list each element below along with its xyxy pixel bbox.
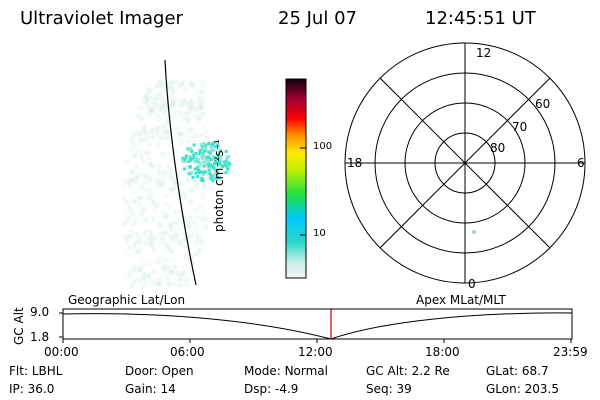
- mlt-label-18: 18: [347, 156, 363, 170]
- info-mode: Mode: Normal: [244, 364, 328, 378]
- info-flt: Flt: LBHL: [9, 364, 62, 378]
- lat-label-60: 60: [535, 97, 551, 111]
- info-ip-value: 36.0: [27, 382, 55, 396]
- aurora-image: [122, 59, 232, 288]
- info-gc-alt-value: 2.2 Re: [411, 364, 450, 378]
- info-dsp-value: -4.9: [274, 382, 299, 396]
- info-glon-value: 203.5: [524, 382, 559, 396]
- info-ip-key: IP:: [9, 382, 24, 396]
- info-glon-key: GLon:: [486, 382, 521, 396]
- info-door: Door: Open: [125, 364, 194, 378]
- info-gain-value: 14: [160, 382, 176, 396]
- x-tick-1200: 12:00: [298, 345, 333, 359]
- info-gain: Gain: 14: [125, 382, 176, 396]
- x-tick-0000: 00:00: [44, 345, 79, 359]
- colorbar-tick-label-10: 10: [313, 228, 326, 239]
- info-ip: IP: 36.0: [9, 382, 54, 396]
- info-dsp-key: Dsp:: [244, 382, 272, 396]
- info-gc-alt-key: GC Alt:: [366, 364, 408, 378]
- info-glat-key: GLat:: [486, 364, 519, 378]
- info-gc-alt: GC Alt: 2.2 Re: [366, 364, 450, 378]
- timeline-right-title: Apex MLat/MLT: [416, 293, 506, 307]
- polar-aurora-spot: [472, 230, 476, 234]
- timeline-axis-label: GC Alt: [12, 307, 26, 345]
- instrument-title: Ultraviolet Imager: [20, 8, 183, 29]
- info-dsp: Dsp: -4.9: [244, 382, 298, 396]
- colorbar-tick-label-100: 100: [313, 141, 333, 152]
- info-door-key: Door:: [125, 364, 158, 378]
- mlt-label-0: 0: [468, 277, 476, 291]
- info-glat-value: 68.7: [521, 364, 549, 378]
- info-mode-key: Mode:: [244, 364, 281, 378]
- altitude-timeline-frame: [62, 308, 573, 340]
- polar-plot: [344, 42, 586, 284]
- info-mode-value: Normal: [284, 364, 328, 378]
- info-seq-value: 39: [396, 382, 412, 396]
- date-label: 25 Jul 07: [278, 8, 357, 29]
- y-tick-1-8: 1.8: [30, 330, 50, 344]
- x-tick-2359: 23:59: [553, 345, 588, 359]
- info-seq-key: Seq:: [366, 382, 393, 396]
- mlt-label-6: 6: [577, 156, 585, 170]
- lat-label-70: 70: [512, 120, 528, 134]
- mlt-label-12: 12: [476, 46, 492, 60]
- info-glon: GLon: 203.5: [486, 382, 559, 396]
- timeline-left-title: Geographic Lat/Lon: [68, 293, 186, 307]
- x-tick-1800: 18:00: [425, 345, 460, 359]
- lat-label-80: 80: [490, 141, 506, 155]
- info-door-value: Open: [161, 364, 194, 378]
- info-glat: GLat: 68.7: [486, 364, 549, 378]
- info-flt-value: LBHL: [31, 364, 63, 378]
- earth-limb-line: [164, 59, 197, 286]
- info-seq: Seq: 39: [366, 382, 412, 396]
- time-label: 12:45:51 UT: [425, 8, 536, 29]
- info-gain-key: Gain:: [125, 382, 157, 396]
- y-tick-9: 9.0: [30, 305, 50, 319]
- colorbar: [285, 78, 307, 279]
- colorbar-unit-label: photon cm⁻²s⁻¹: [212, 139, 226, 232]
- info-flt-key: Flt:: [9, 364, 28, 378]
- x-tick-0600: 06:00: [170, 345, 205, 359]
- altitude-curve: [62, 312, 573, 340]
